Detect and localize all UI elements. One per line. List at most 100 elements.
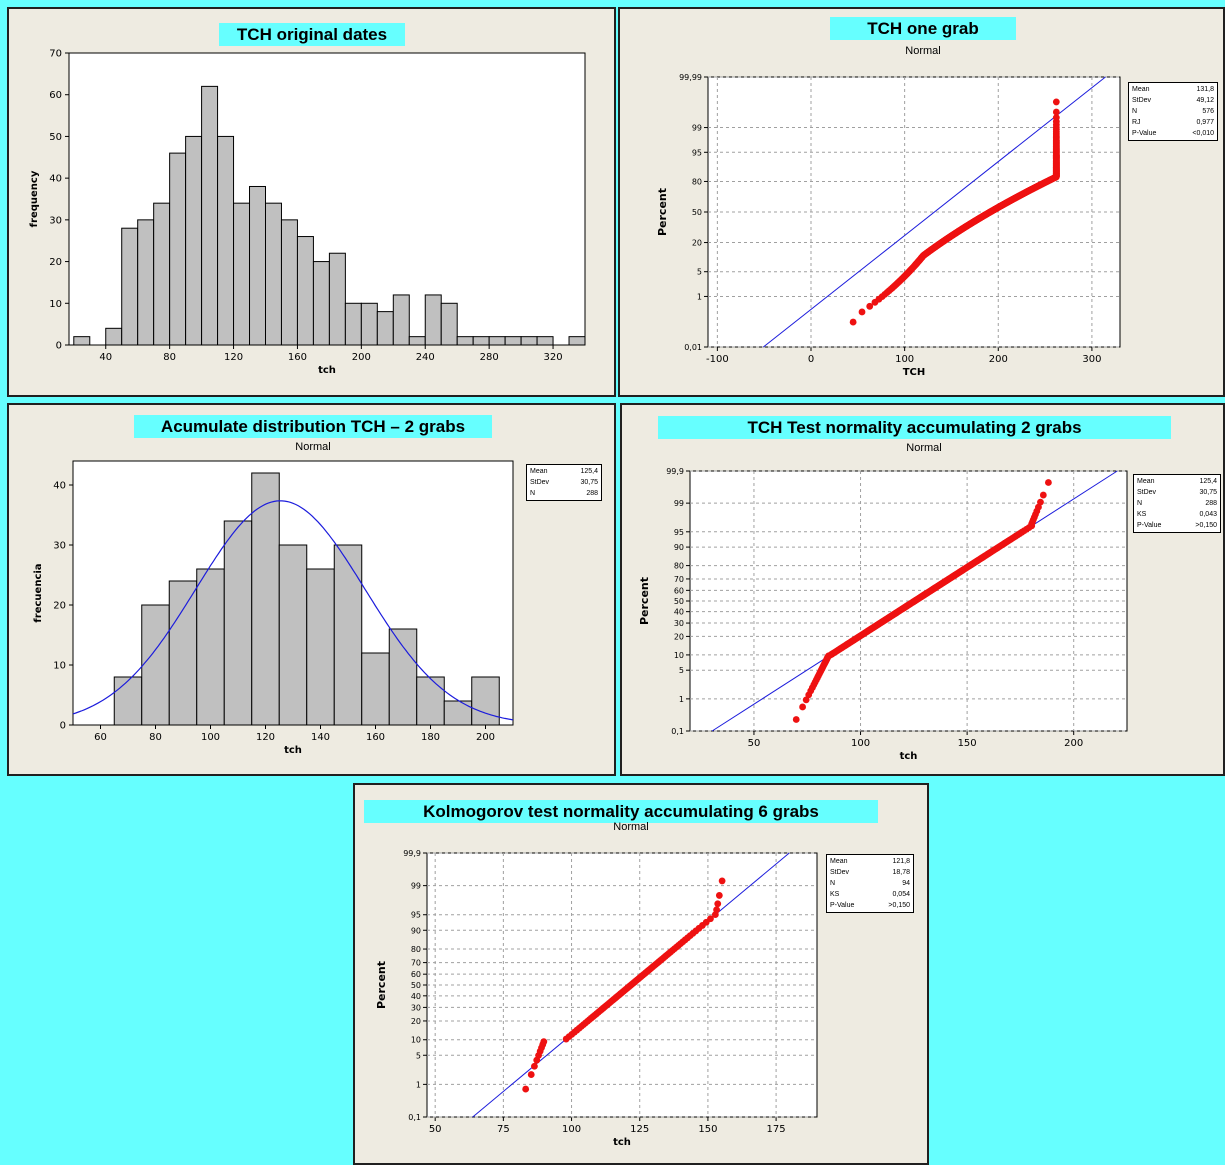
y-tick-label: 40 bbox=[411, 992, 421, 1001]
legend-row: Mean 131,8 bbox=[1132, 84, 1214, 95]
legend-label: P-Value bbox=[830, 902, 855, 909]
histogram-bar bbox=[536, 336, 554, 346]
histogram-bar bbox=[153, 202, 171, 346]
stats-legend: Mean 125,4 StDev 30,75 N 288 bbox=[526, 464, 602, 501]
data-point bbox=[799, 703, 806, 711]
legend-label: P-Value bbox=[1137, 522, 1162, 529]
x-tick-label: 100 bbox=[851, 738, 870, 749]
legend-label: Mean bbox=[830, 858, 848, 865]
y-tick-label: 95 bbox=[674, 528, 684, 537]
x-tick-label: 60 bbox=[94, 732, 107, 743]
data-point bbox=[1052, 108, 1060, 116]
legend-row: N 288 bbox=[530, 488, 598, 499]
y-tick-label: 60 bbox=[674, 586, 684, 595]
histogram-bar bbox=[201, 85, 219, 346]
y-tick-label: 99 bbox=[411, 882, 421, 891]
normal-fit-curve bbox=[72, 500, 514, 721]
x-tick-label: 75 bbox=[497, 1124, 510, 1135]
legend-label: RJ bbox=[1132, 119, 1141, 126]
legend-row: Mean 125,4 bbox=[530, 466, 598, 477]
legend-value: 94 bbox=[902, 880, 910, 887]
probability-plot: -100 0 100 200 300 0,01 1 5 20 50 80 95 99 99,99 TCH Pe… bbox=[656, 73, 1121, 378]
chart-subtitle: Normal bbox=[295, 441, 331, 453]
legend-row: N 288 bbox=[1137, 498, 1217, 509]
legend-label: P-Value bbox=[1132, 130, 1157, 137]
y-tick-label: 0 bbox=[56, 341, 62, 352]
data-point bbox=[527, 1071, 535, 1078]
histogram-bar bbox=[443, 700, 473, 726]
y-tick-label: 99 bbox=[692, 124, 702, 133]
legend-row: StDev 30,75 bbox=[530, 477, 598, 488]
legend-row: Mean 125,4 bbox=[1137, 476, 1217, 487]
legend-value: 18,78 bbox=[892, 869, 910, 876]
histogram-bar bbox=[233, 202, 251, 346]
histogram-bar bbox=[488, 336, 506, 346]
legend-label: StDev bbox=[1137, 489, 1157, 496]
fit-line bbox=[763, 76, 1106, 348]
y-tick-label: 10 bbox=[411, 1036, 421, 1045]
y-tick-label: 80 bbox=[692, 177, 702, 186]
y-tick-label: 99 bbox=[674, 499, 684, 508]
legend-row: StDev 49,12 bbox=[1132, 95, 1214, 106]
x-tick-label: 100 bbox=[895, 354, 914, 365]
y-tick-label: 40 bbox=[674, 608, 684, 617]
legend-label: Mean bbox=[1132, 86, 1150, 93]
legend-row: Mean 121,8 bbox=[830, 856, 910, 867]
panel-probplot-six-grabs: Kolmogorov test normality accumulating 6… bbox=[353, 783, 929, 1165]
x-tick-label: 300 bbox=[1082, 354, 1101, 365]
legend-value: 30,75 bbox=[1199, 489, 1217, 496]
y-tick-label: 0 bbox=[60, 721, 66, 732]
data-point bbox=[792, 716, 800, 723]
x-tick-label: 280 bbox=[480, 352, 499, 363]
data-point bbox=[714, 900, 722, 908]
y-tick-label: 10 bbox=[674, 651, 684, 660]
x-axis-label: tch bbox=[613, 1137, 631, 1148]
legend-row: KS 0,054 bbox=[830, 889, 910, 900]
y-tick-label: 70 bbox=[49, 49, 62, 60]
y-tick-label: 70 bbox=[674, 575, 684, 584]
y-tick-label: 5 bbox=[679, 666, 684, 675]
legend-label: Mean bbox=[530, 468, 548, 475]
x-tick-label: 320 bbox=[544, 352, 563, 363]
histogram-bar bbox=[73, 336, 91, 346]
legend-label: KS bbox=[830, 891, 840, 898]
y-tick-label: 1 bbox=[697, 292, 702, 301]
y-tick-label: 20 bbox=[692, 239, 702, 248]
x-tick-label: 40 bbox=[99, 352, 112, 363]
x-tick-label: 200 bbox=[1064, 738, 1083, 749]
data-point bbox=[1039, 491, 1047, 499]
y-tick-label: 20 bbox=[674, 632, 684, 641]
x-tick-label: 200 bbox=[989, 354, 1008, 365]
x-tick-label: 0 bbox=[808, 354, 814, 365]
histogram-bar bbox=[217, 135, 235, 346]
histogram-bar bbox=[196, 568, 225, 726]
histogram-bar bbox=[344, 302, 362, 346]
panel-histogram-two-grabs: Acumulate distribution TCH – 2 grabs Nor… bbox=[7, 403, 616, 776]
x-tick-label: 80 bbox=[149, 732, 162, 743]
histogram-bar bbox=[249, 185, 266, 346]
y-tick-label: 50 bbox=[411, 981, 421, 990]
legend-value: 30,75 bbox=[580, 479, 598, 486]
panel-histogram-original: TCH original dates 40 80 120 160 200 240 280 32… bbox=[7, 7, 616, 397]
y-tick-label: 99,9 bbox=[666, 467, 684, 476]
y-tick-label: 30 bbox=[411, 1003, 421, 1012]
legend-label: N bbox=[1132, 108, 1138, 115]
legend-row: N 94 bbox=[830, 878, 910, 889]
x-tick-label: 150 bbox=[958, 738, 977, 749]
histogram-bar bbox=[520, 336, 538, 346]
legend-value: 121,8 bbox=[892, 858, 910, 865]
histogram-bar bbox=[121, 227, 139, 346]
legend-label: StDev bbox=[830, 869, 850, 876]
data-point bbox=[866, 302, 874, 310]
legend-row: StDev 30,75 bbox=[1137, 487, 1217, 498]
y-axis-label: frecuencia bbox=[33, 563, 44, 622]
legend-row: RJ 0,977 bbox=[1132, 117, 1214, 128]
chart-title: Kolmogorov test normality accumulating 6… bbox=[364, 800, 878, 823]
stats-legend: Mean 125,4 StDev 30,75 N 288 KS 0,043 P-Value >0,… bbox=[1133, 474, 1221, 533]
histogram-bar bbox=[456, 336, 474, 346]
legend-value: 288 bbox=[1205, 500, 1217, 507]
y-tick-label: 30 bbox=[674, 619, 684, 628]
y-tick-label: 5 bbox=[416, 1051, 421, 1060]
histogram-bar bbox=[223, 520, 253, 726]
data-point bbox=[802, 696, 810, 704]
